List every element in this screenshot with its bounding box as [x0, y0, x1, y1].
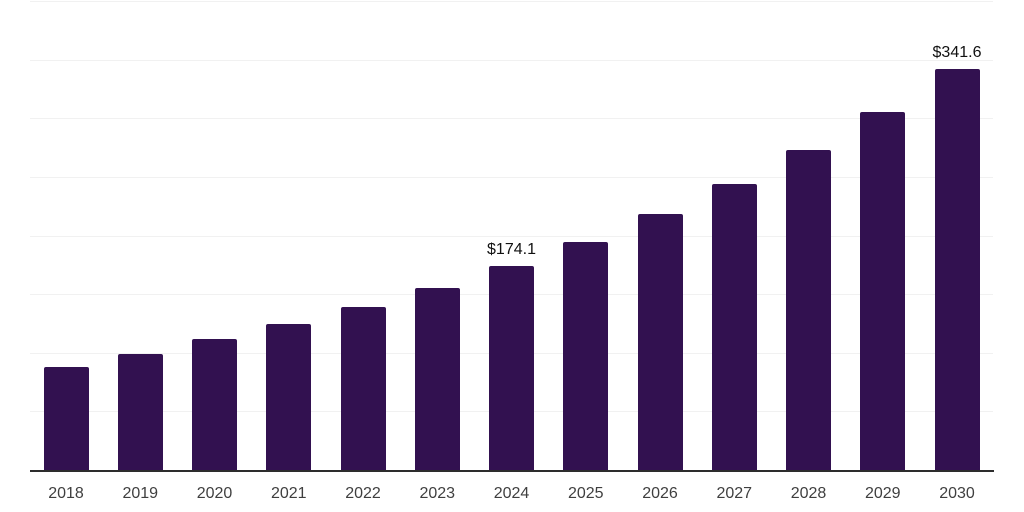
- bar-value-label-2030: $341.6: [932, 44, 982, 62]
- x-tick-label-2029: 2029: [864, 485, 901, 502]
- x-tick-label-2027: 2027: [716, 485, 753, 502]
- x-axis-line: [30, 470, 994, 472]
- bar-2023: [414, 288, 460, 470]
- gridline: [30, 235, 993, 237]
- x-tick-label-2028: 2028: [790, 485, 827, 502]
- x-tick-label-2030: 2030: [939, 485, 975, 502]
- bar-2022: [340, 307, 386, 470]
- x-tick-label-2024: 2024: [493, 485, 530, 502]
- x-tick-label-2018: 2018: [48, 485, 84, 502]
- x-tick-label-2022: 2022: [345, 485, 381, 502]
- gridline: [30, 1, 993, 2]
- gridline: [30, 118, 993, 120]
- bar-2027: [711, 184, 757, 470]
- bar-2025: [563, 241, 609, 470]
- gridline: [30, 176, 993, 178]
- bar-2029: [860, 112, 906, 470]
- bar-2019: [117, 353, 163, 470]
- x-tick-label-2021: 2021: [270, 485, 307, 502]
- bar-2021: [266, 324, 312, 470]
- bar-2020: [192, 339, 237, 470]
- plot-area: $174.1 $341.6: [30, 1, 993, 470]
- x-tick-label-2019: 2019: [122, 485, 159, 502]
- x-tick-label-2020: 2020: [196, 485, 233, 502]
- gridline: [30, 59, 993, 61]
- bar-2026: [637, 214, 683, 470]
- bar-2030: [934, 69, 980, 470]
- bar-2018: [43, 367, 89, 470]
- x-tick-label-2023: 2023: [419, 485, 456, 502]
- bar-2024: [489, 265, 534, 470]
- x-tick-label-2026: 2026: [642, 485, 678, 502]
- bar-2028: [786, 150, 831, 470]
- x-tick-label-2025: 2025: [567, 485, 604, 502]
- bar-value-label-2024: $174.1: [487, 240, 536, 258]
